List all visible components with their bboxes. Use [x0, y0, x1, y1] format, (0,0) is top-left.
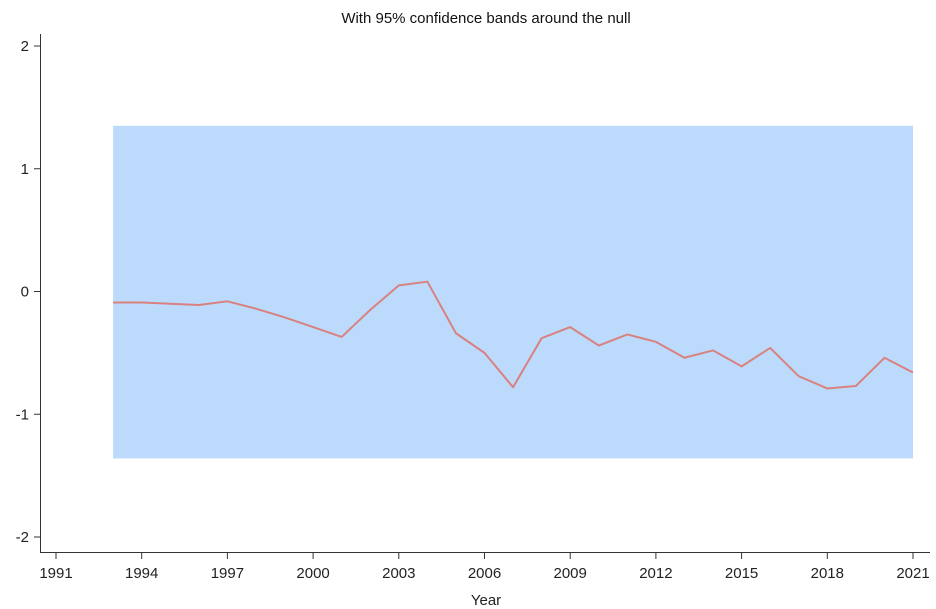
- x-tick-label: 2000: [296, 565, 329, 582]
- y-tick-label: -1: [16, 406, 29, 423]
- y-ticks-layer: -2 -1 0 1 2: [16, 38, 40, 546]
- confidence-band-layer: [113, 125, 914, 459]
- x-axis-label: Year: [471, 592, 501, 609]
- x-tick-label: 2015: [725, 565, 758, 582]
- x-ticks-layer: 1991 1994 1997 2000 2003 2006 2009 2012 2015 2018…: [39, 553, 930, 582]
- x-tick-label: 1994: [125, 565, 158, 582]
- y-tick-label: 2: [21, 38, 29, 55]
- x-tick-label: 2018: [811, 565, 844, 582]
- x-tick-label: 2006: [468, 565, 501, 582]
- series-layer: [113, 280, 914, 390]
- x-tick-label: 2009: [554, 565, 587, 582]
- x-tick-label: 1991: [39, 565, 72, 582]
- chart-title: With 95% confidence bands around the nul…: [341, 10, 630, 27]
- x-tick-label: 2021: [896, 565, 929, 582]
- axes-layer: [40, 34, 930, 553]
- y-tick-label: 1: [21, 161, 29, 178]
- series-line-0: [113, 280, 914, 390]
- x-tick-label: 1997: [211, 565, 244, 582]
- x-tick-label: 2003: [382, 565, 415, 582]
- y-tick-label: 0: [21, 284, 29, 301]
- x-tick-label: 2012: [639, 565, 672, 582]
- confidence-band: [113, 125, 914, 459]
- y-tick-label: -2: [16, 529, 29, 546]
